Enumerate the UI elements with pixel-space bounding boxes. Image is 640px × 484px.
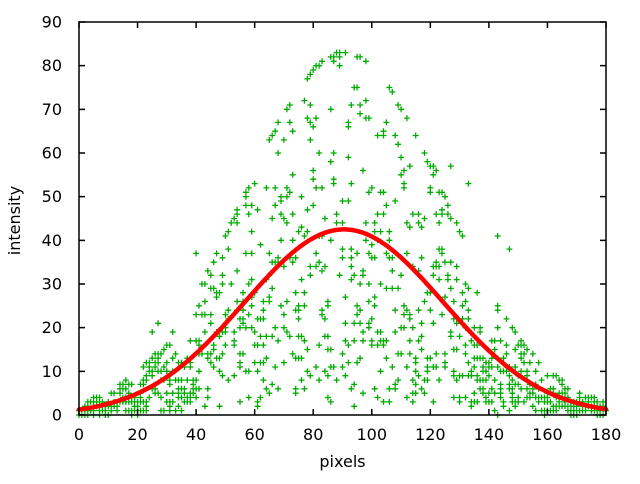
x-tick-label: 180 bbox=[591, 425, 622, 444]
x-tick-label: 80 bbox=[303, 425, 323, 444]
x-tick-label: 140 bbox=[474, 425, 505, 444]
y-tick-label: 30 bbox=[42, 275, 62, 294]
scatter-series bbox=[76, 49, 609, 418]
fit-curve-line bbox=[76, 227, 609, 412]
y-tick-labels: 0 10 20 30 40 50 60 70 80 90 bbox=[42, 13, 62, 425]
x-tick-label: 100 bbox=[357, 425, 388, 444]
y-axis-label: intensity bbox=[5, 186, 24, 255]
x-tick-label: 20 bbox=[127, 425, 147, 444]
y-tick-label: 10 bbox=[42, 362, 62, 381]
x-tick-label: 120 bbox=[415, 425, 446, 444]
y-tick-label: 0 bbox=[52, 406, 62, 425]
x-tick-label: 160 bbox=[532, 425, 563, 444]
x-tick-label: 0 bbox=[74, 425, 84, 444]
x-axis-label: pixels bbox=[319, 452, 365, 471]
x-tick-labels: 0 20 40 60 80 100 120 140 160 180 bbox=[74, 425, 621, 444]
axis-tick-marks bbox=[78, 21, 607, 416]
y-tick-label: 60 bbox=[42, 144, 62, 163]
scatter-points-path bbox=[76, 49, 609, 418]
y-tick-label: 20 bbox=[42, 318, 62, 337]
y-tick-label: 50 bbox=[42, 187, 62, 206]
x-tick-label: 40 bbox=[186, 425, 206, 444]
x-tick-label: 60 bbox=[244, 425, 264, 444]
y-tick-label: 70 bbox=[42, 100, 62, 119]
y-tick-label: 40 bbox=[42, 231, 62, 250]
plot-border bbox=[78, 21, 607, 416]
y-tick-label: 90 bbox=[42, 13, 62, 32]
y-tick-label: 80 bbox=[42, 56, 62, 75]
